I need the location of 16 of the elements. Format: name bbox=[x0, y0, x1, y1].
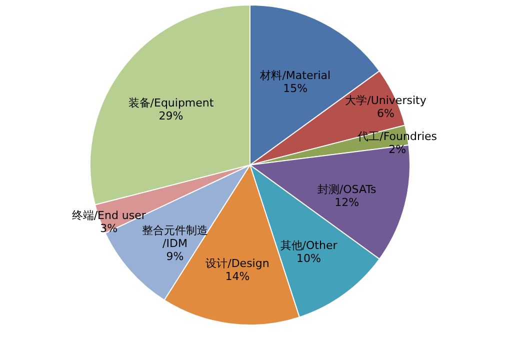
slice-label: 其他/Other bbox=[280, 238, 338, 252]
slice-label: 终端/End user bbox=[72, 208, 146, 222]
data-label: 3% bbox=[100, 222, 118, 235]
data-label: 14% bbox=[225, 270, 250, 284]
data-label: 2% bbox=[388, 142, 406, 156]
data-label: 6% bbox=[376, 107, 394, 120]
data-label: 9% bbox=[166, 250, 184, 264]
data-label: 12% bbox=[334, 196, 360, 209]
slice-label: 封测/OSATs bbox=[317, 182, 377, 196]
slice-label: 装备/Equipment bbox=[128, 96, 214, 110]
slice-label: 整合元件制造/IDM bbox=[142, 224, 208, 250]
slice-label: 材料/Material bbox=[259, 68, 331, 82]
data-label: 10% bbox=[296, 252, 322, 265]
slice-label: 设计/Design bbox=[206, 257, 270, 270]
data-label: 29% bbox=[158, 110, 184, 123]
data-label: 15% bbox=[283, 82, 308, 95]
